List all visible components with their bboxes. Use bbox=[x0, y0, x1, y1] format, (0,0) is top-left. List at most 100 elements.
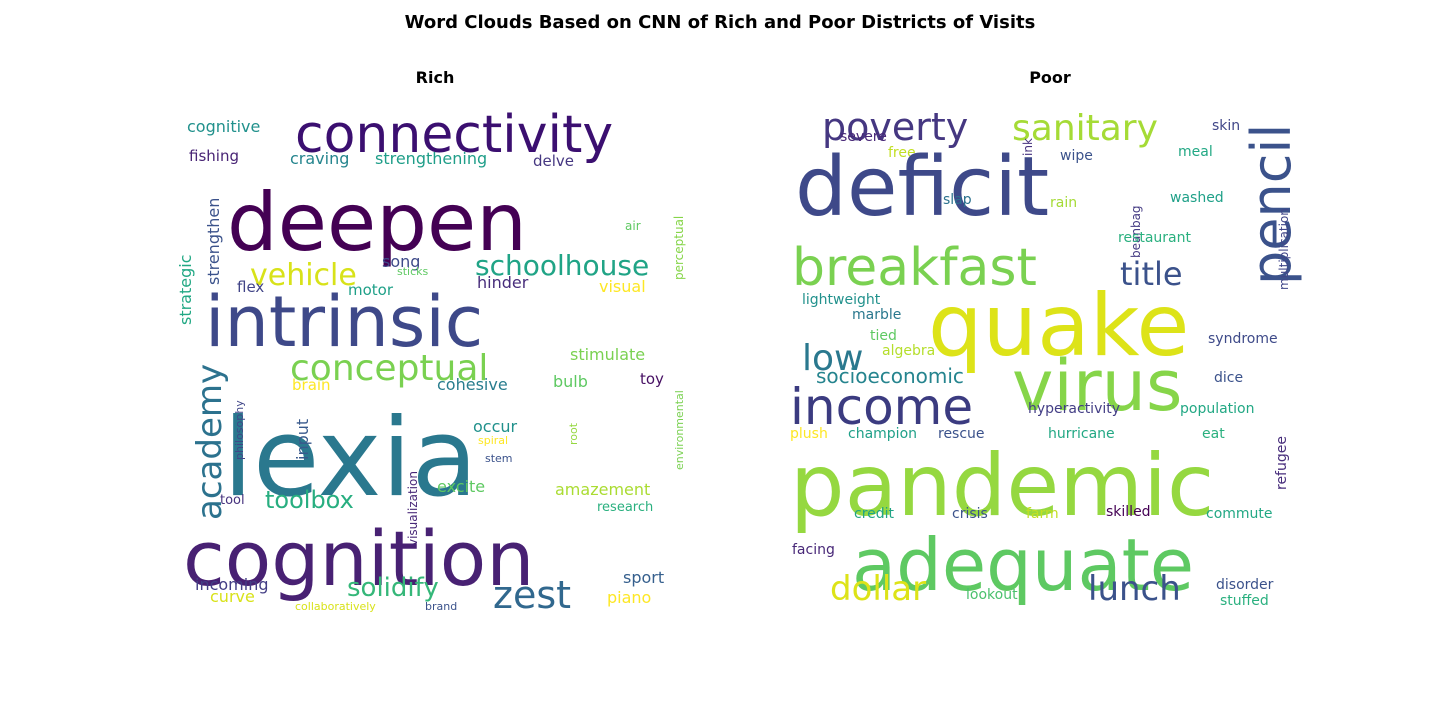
word-vehicle: vehicle bbox=[250, 258, 357, 293]
word-rain: rain bbox=[1050, 195, 1077, 211]
word-sticks: sticks bbox=[397, 265, 429, 278]
word-toolbox: toolbox bbox=[265, 486, 354, 514]
word-washed: washed bbox=[1170, 190, 1224, 206]
word-restaurant: restaurant bbox=[1118, 230, 1192, 246]
word-connectivity: connectivity bbox=[295, 105, 613, 165]
word-algebra: algebra bbox=[882, 343, 935, 359]
word-environmental: environmental bbox=[673, 390, 686, 470]
word-root: root bbox=[567, 422, 580, 445]
wordcloud-rich: deepen connectivity intrinsic lexiacognitio… bbox=[176, 105, 686, 617]
word-slap: slap bbox=[943, 192, 972, 208]
word-eat: eat bbox=[1202, 426, 1225, 442]
word-plush: plush bbox=[790, 426, 828, 442]
word-collaboratively: collaboratively bbox=[295, 600, 376, 613]
word-incoming: incoming bbox=[195, 575, 269, 594]
word-curve: curve bbox=[210, 587, 255, 606]
word-excite: excite bbox=[437, 477, 485, 496]
word-input: input bbox=[293, 419, 312, 460]
word-refugee: refugee bbox=[1274, 436, 1290, 490]
word-zest: zest bbox=[493, 573, 571, 617]
word-lookout: lookout bbox=[966, 587, 1018, 603]
word-tool: tool bbox=[220, 493, 245, 508]
word-pandemic: pandemic bbox=[790, 436, 1214, 536]
word-wipe: wipe bbox=[1060, 148, 1093, 164]
word-schoolhouse: schoolhouse bbox=[475, 249, 649, 282]
word-piano: piano bbox=[607, 588, 651, 607]
word-cognitive: cognitive bbox=[187, 117, 260, 136]
word-air: air bbox=[625, 219, 641, 233]
figure-title: Word Clouds Based on CNN of Rich and Poo… bbox=[404, 12, 1036, 33]
word-low: low bbox=[802, 338, 863, 379]
word-hurricane: hurricane bbox=[1048, 426, 1115, 442]
word-flex: flex bbox=[237, 278, 264, 296]
word-motor: motor bbox=[348, 281, 394, 299]
word-multiplication: multiplication bbox=[1277, 208, 1291, 290]
word-visual: visual bbox=[599, 277, 646, 296]
word-stuffed: stuffed bbox=[1220, 593, 1269, 609]
word-strategic: strategic bbox=[176, 254, 195, 325]
word-meal: meal bbox=[1178, 144, 1213, 160]
word-hyperactivity: hyperactivity bbox=[1028, 401, 1120, 417]
word-facing: facing bbox=[792, 542, 835, 558]
word-solidify: solidify bbox=[347, 573, 439, 603]
word-academy: academy bbox=[190, 364, 230, 520]
word-commute: commute bbox=[1206, 506, 1273, 522]
word-perceptual: perceptual bbox=[672, 216, 686, 280]
word-conceptual: conceptual bbox=[290, 348, 488, 389]
word-poverty: poverty bbox=[822, 105, 968, 149]
word-lunch: lunch bbox=[1088, 569, 1181, 609]
panel-title-rich: Rich bbox=[415, 68, 455, 87]
word-farm: farm bbox=[1026, 506, 1059, 522]
word-crisis: crisis bbox=[952, 506, 988, 522]
word-cognition: cognition bbox=[183, 514, 534, 603]
word-marble: marble bbox=[852, 307, 901, 323]
word-stem: stem bbox=[485, 452, 513, 465]
word-quake: quake bbox=[928, 276, 1189, 376]
word-disorder: disorder bbox=[1216, 577, 1274, 593]
word-stimulate: stimulate bbox=[570, 345, 645, 364]
word-severe: severe bbox=[840, 129, 887, 145]
word-breakfast: breakfast bbox=[792, 238, 1037, 298]
word-fishing: fishing bbox=[189, 147, 239, 165]
word-population: population bbox=[1180, 401, 1255, 417]
word-strengthening: strengthening bbox=[375, 149, 487, 168]
word-income: income bbox=[790, 378, 973, 436]
word-deficit: deficit bbox=[795, 140, 1049, 235]
word-intrinsic: intrinsic bbox=[205, 281, 483, 363]
word-virus: virus bbox=[1012, 345, 1183, 427]
word-dice: dice bbox=[1214, 370, 1243, 386]
wordcloud-panel-poor: Poor poverty sanitary skin severe free ink wip… bbox=[790, 60, 1310, 620]
word-adequate: adequate bbox=[852, 523, 1194, 607]
word-tied: tied bbox=[870, 328, 897, 344]
word-socioeconomic: socioeconomic bbox=[816, 364, 964, 388]
word-song: song bbox=[382, 252, 420, 271]
word-credit: credit bbox=[854, 506, 895, 522]
word-spiral: spiral bbox=[478, 434, 508, 447]
word-pencil: pencil bbox=[1240, 124, 1303, 285]
word-visualization: visualization bbox=[406, 471, 420, 546]
word-hinder: hinder bbox=[477, 273, 529, 292]
word-delve: delve bbox=[533, 152, 574, 170]
word-title: title bbox=[1120, 255, 1183, 293]
word-sport: sport bbox=[623, 568, 664, 587]
word-lexia: lexia bbox=[223, 396, 478, 521]
word-syndrome: syndrome bbox=[1208, 331, 1278, 347]
word-toy: toy bbox=[640, 370, 664, 388]
word-occur: occur bbox=[473, 417, 518, 436]
word-deepen: deepen bbox=[227, 176, 527, 269]
word-philosophy: philosophy bbox=[233, 400, 246, 460]
word-research: research bbox=[597, 500, 653, 515]
word-amazement: amazement bbox=[555, 480, 650, 499]
word-strengthen: strengthen bbox=[204, 198, 223, 285]
word-dollar: dollar bbox=[830, 569, 926, 609]
word-bulb: bulb bbox=[553, 372, 588, 391]
word-sanitary: sanitary bbox=[1012, 108, 1158, 149]
word-craving: craving bbox=[290, 149, 349, 168]
word-lightweight: lightweight bbox=[802, 292, 881, 308]
word-beanbag: beanbag bbox=[1129, 205, 1143, 258]
word-free: free bbox=[888, 145, 916, 161]
word-champion: champion bbox=[848, 426, 917, 442]
word-rescue: rescue bbox=[938, 426, 985, 442]
word-cohesive: cohesive bbox=[437, 375, 508, 394]
